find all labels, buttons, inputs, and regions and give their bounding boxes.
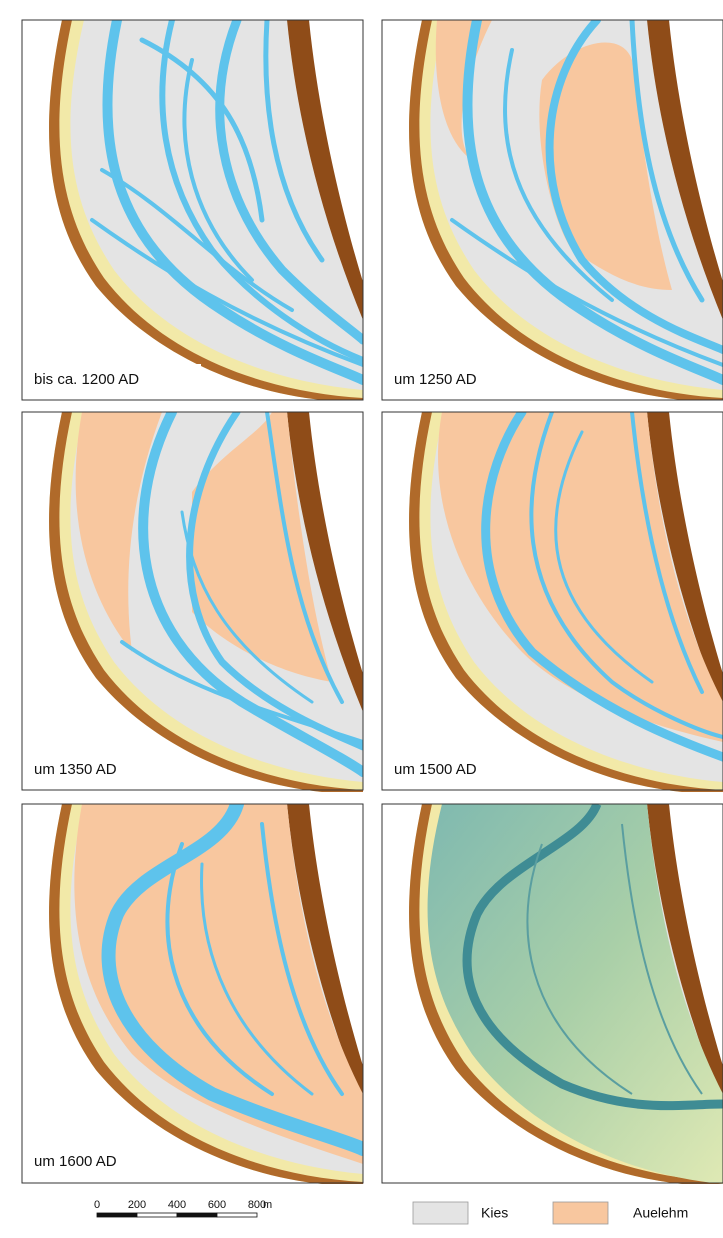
map-panel [382, 20, 723, 400]
figure: bis ca. 1200 AD um 1250 AD um 1350 AD um… [0, 0, 723, 1238]
map-panel [22, 412, 363, 792]
map-panel [382, 412, 723, 792]
scale-label: 600 [208, 1199, 226, 1211]
scale-label: 200 [128, 1199, 146, 1211]
scale-segment [217, 1213, 257, 1217]
scale-unit: m [263, 1199, 272, 1211]
scale-label: 0 [94, 1199, 100, 1211]
map-panel [382, 804, 723, 1184]
legend-swatch [413, 1202, 468, 1224]
panel-label: um 1600 AD [34, 1153, 117, 1170]
legend-swatch [553, 1202, 608, 1224]
scale-segment [97, 1213, 137, 1217]
panel-label: bis ca. 1200 AD [34, 371, 139, 388]
panel-label: um 1250 AD [394, 371, 477, 388]
legend-label: Auelehm [633, 1205, 688, 1221]
map-panel [22, 804, 363, 1184]
panel-label: um 1350 AD [34, 761, 117, 778]
panel-label: um 1500 AD [394, 761, 477, 778]
scale-label: 400 [168, 1199, 186, 1211]
scale-segment [177, 1213, 217, 1217]
map-panel [22, 20, 363, 400]
legend-label: Kies [481, 1205, 508, 1221]
scale-segment [137, 1213, 177, 1217]
legend: Kies Auelehm [413, 1202, 688, 1224]
